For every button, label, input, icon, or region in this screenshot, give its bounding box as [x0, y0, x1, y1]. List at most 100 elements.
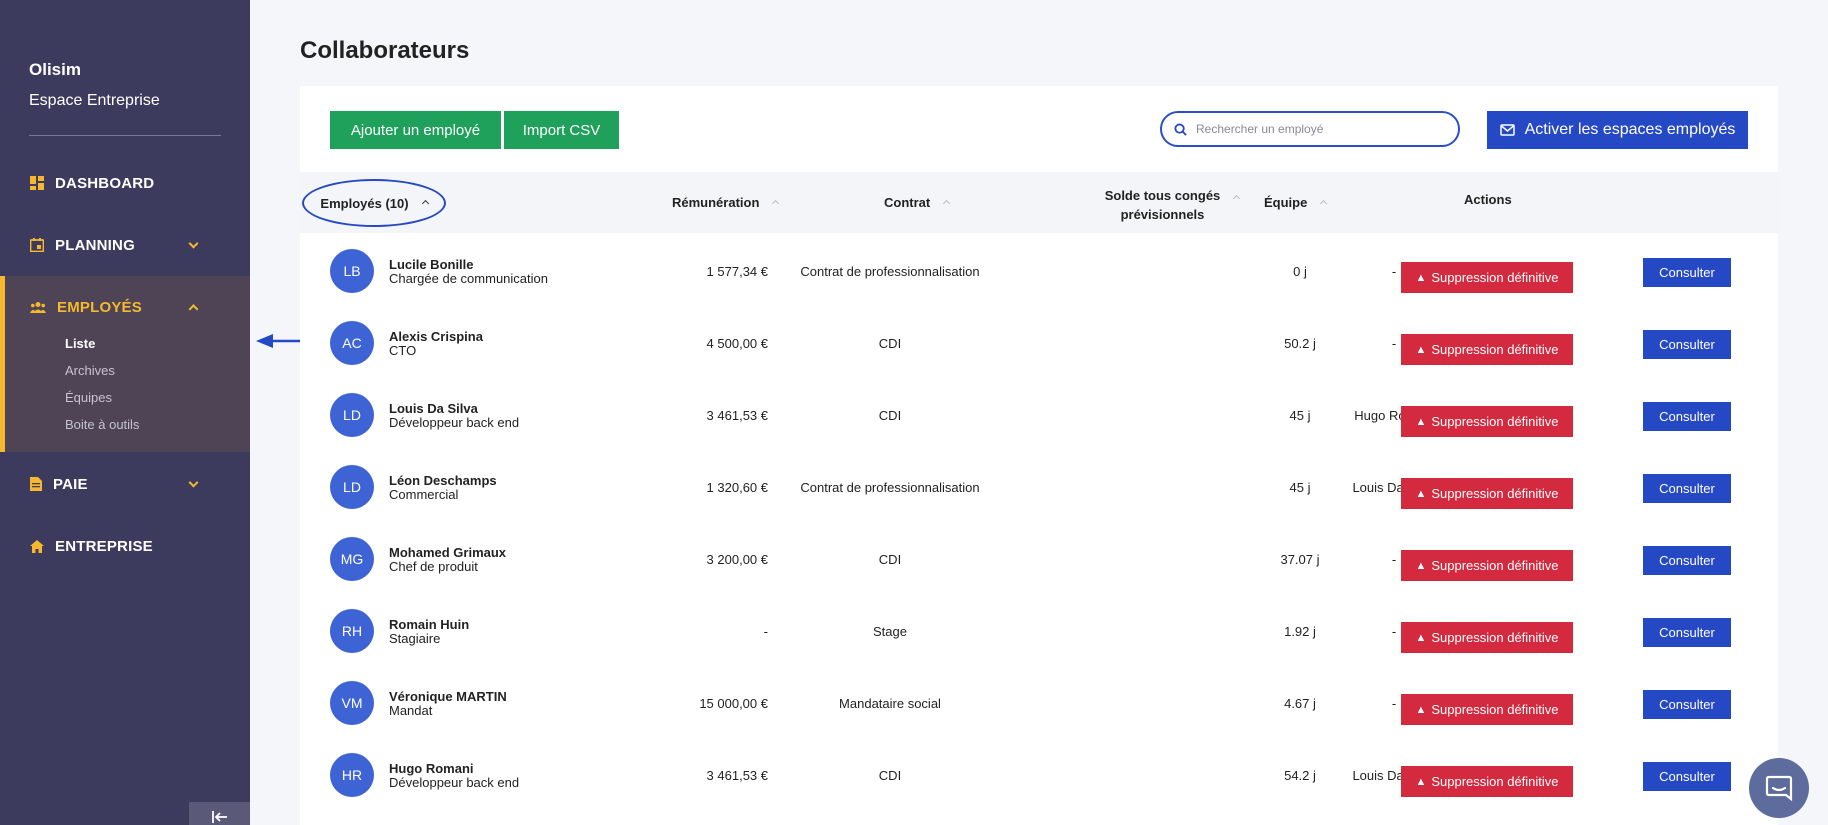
employee-name: Véronique MARTIN	[389, 689, 507, 704]
contract-cell: Stage	[873, 624, 907, 639]
avatar: LD	[330, 465, 374, 509]
chat-button[interactable]	[1749, 758, 1809, 818]
sort-caret-icon	[421, 199, 429, 207]
calendar-icon	[30, 238, 44, 252]
subnav-item-liste[interactable]: Liste	[65, 336, 96, 351]
contract-cell: CDI	[878, 408, 902, 423]
pay-cell: 3 461,53 €	[706, 768, 768, 783]
sidebar-item-employes[interactable]: EMPLOYÉS	[0, 276, 250, 338]
avatar: MG	[330, 537, 374, 581]
activate-employee-spaces-button[interactable]: Activer les espaces employés	[1487, 111, 1748, 149]
contract-cell: Contrat de professionnalisation	[800, 480, 980, 495]
table-row: RH Romain Huin Stagiaire - Stage 1.92 j - ▲ Supp…	[300, 595, 1778, 667]
sidebar-item-label: EMPLOYÉS	[57, 298, 142, 316]
chevron-up-icon	[188, 304, 199, 315]
team-value: -	[1391, 336, 1397, 351]
pay-cell: 3 461,53 €	[706, 408, 768, 423]
delete-label: Suppression définitive	[1431, 342, 1559, 357]
balance-value: 50.2 j	[1284, 336, 1316, 351]
delete-label: Suppression définitive	[1431, 558, 1559, 573]
column-header-pay[interactable]: Rémunération	[672, 195, 780, 210]
view-employee-button[interactable]: Consulter	[1643, 618, 1731, 647]
subnav-item-boite-a-outils[interactable]: Boite à outils	[65, 417, 140, 432]
people-icon	[30, 302, 46, 313]
column-header-actions: Actions	[1464, 192, 1512, 207]
employee-role: CTO	[389, 343, 417, 358]
delete-permanently-button[interactable]: ▲ Suppression définitive	[1401, 478, 1573, 509]
employee-role: Chef de produit	[389, 559, 478, 574]
employee-name: Alexis Crispina	[389, 329, 483, 344]
employee-name: Romain Huin	[389, 617, 470, 632]
add-employee-button[interactable]: Ajouter un employé	[330, 111, 501, 149]
search-box[interactable]	[1160, 111, 1460, 147]
column-header-balance[interactable]: Solde tous congés prévisionnels	[1072, 186, 1272, 224]
dashboard-icon	[30, 176, 44, 190]
avatar: RH	[330, 609, 374, 653]
delete-label: Suppression définitive	[1431, 486, 1559, 501]
column-header-label: prévisionnels	[1120, 207, 1205, 222]
delete-permanently-button[interactable]: ▲ Suppression définitive	[1401, 766, 1573, 797]
sidebar-item-label: PLANNING	[55, 236, 135, 254]
brand: Olisim Espace Entreprise	[29, 60, 160, 110]
team-value: -	[1391, 624, 1397, 639]
table-header: Employés (10) Rémunération Contrat Solde…	[300, 172, 1778, 233]
pay-cell: 1 577,34 €	[706, 264, 768, 279]
sidebar-item-paie[interactable]: PAIE	[0, 453, 250, 515]
page-title: Collaborateurs	[300, 37, 470, 64]
view-employee-button[interactable]: Consulter	[1643, 330, 1731, 359]
subnav-item-archives[interactable]: Archives	[65, 363, 115, 378]
table-row: LB Lucile Bonille Chargée de communication…	[300, 235, 1778, 307]
column-header-team[interactable]: Équipe	[1264, 195, 1328, 210]
warning-icon: ▲	[1415, 559, 1427, 572]
balance-value: 54.2 j	[1284, 768, 1316, 783]
team-value: -	[1391, 696, 1397, 711]
delete-permanently-button[interactable]: ▲ Suppression définitive	[1401, 406, 1573, 437]
balance-value: 37.07 j	[1280, 552, 1320, 567]
sidebar: Olisim Espace Entreprise DASHBOARD PLANN…	[0, 0, 250, 825]
view-employee-button[interactable]: Consulter	[1643, 762, 1731, 791]
warning-icon: ▲	[1415, 487, 1427, 500]
avatar: HR	[330, 753, 374, 797]
column-header-contract[interactable]: Contrat	[884, 195, 951, 210]
delete-permanently-button[interactable]: ▲ Suppression définitive	[1401, 622, 1573, 653]
delete-label: Suppression définitive	[1431, 414, 1559, 429]
employees-card: Ajouter un employé Import CSV Activer le…	[300, 86, 1778, 825]
mail-icon	[1499, 124, 1515, 136]
warning-icon: ▲	[1415, 703, 1427, 716]
delete-permanently-button[interactable]: ▲ Suppression définitive	[1401, 694, 1573, 725]
employee-name: Louis Da Silva	[389, 401, 478, 416]
balance-value: 45 j	[1289, 480, 1311, 495]
sidebar-item-planning[interactable]: PLANNING	[0, 214, 250, 276]
contract-cell: CDI	[878, 768, 902, 783]
sort-caret-icon	[1233, 194, 1241, 203]
import-csv-button[interactable]: Import CSV	[504, 111, 619, 149]
view-employee-button[interactable]: Consulter	[1643, 474, 1731, 503]
delete-permanently-button[interactable]: ▲ Suppression définitive	[1401, 334, 1573, 365]
table-row: LD Léon Deschamps Commercial 1 320,60 € Cont…	[300, 451, 1778, 523]
contract-cell: CDI	[878, 336, 902, 351]
sidebar-item-dashboard[interactable]: DASHBOARD	[0, 152, 250, 214]
subnav-item-equipes[interactable]: Équipes	[65, 390, 112, 405]
column-header-label: Contrat	[884, 195, 931, 210]
search-icon	[1174, 122, 1187, 136]
warning-icon: ▲	[1415, 775, 1427, 788]
delete-label: Suppression définitive	[1431, 630, 1559, 645]
team-value: -	[1391, 264, 1397, 279]
delete-permanently-button[interactable]: ▲ Suppression définitive	[1401, 550, 1573, 581]
home-icon	[30, 539, 44, 553]
employee-role: Stagiaire	[389, 631, 441, 646]
sort-caret-icon	[1320, 199, 1328, 208]
warning-icon: ▲	[1415, 415, 1427, 428]
search-input[interactable]	[1196, 122, 1436, 136]
view-employee-button[interactable]: Consulter	[1643, 690, 1731, 719]
delete-permanently-button[interactable]: ▲ Suppression définitive	[1401, 262, 1573, 293]
sidebar-item-entreprise[interactable]: ENTREPRISE	[0, 515, 250, 577]
employee-role: Développeur back end	[389, 415, 520, 430]
column-header-employees[interactable]: Employés (10)	[302, 179, 446, 227]
avatar: VM	[330, 681, 374, 725]
employee-name: Léon Deschamps	[389, 473, 497, 488]
view-employee-button[interactable]: Consulter	[1643, 258, 1731, 287]
view-employee-button[interactable]: Consulter	[1643, 546, 1731, 575]
collapse-sidebar-button[interactable]	[189, 802, 250, 825]
view-employee-button[interactable]: Consulter	[1643, 402, 1731, 431]
